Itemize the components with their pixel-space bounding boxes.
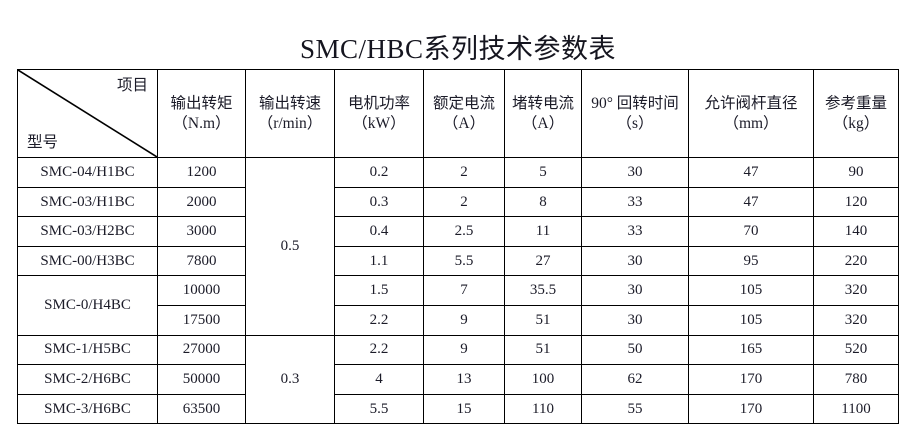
- cell-model: SMC-2/H6BC: [17, 364, 158, 395]
- table-row: SMC-2/H6BC 50000 4 13 100 62 170 780: [17, 364, 899, 395]
- cell-power: 4: [334, 364, 424, 395]
- cell-model: SMC-1/H5BC: [17, 334, 158, 366]
- cell-stall-current: 51: [504, 304, 582, 336]
- cell-model: SMC-0/H4BC: [17, 275, 158, 336]
- cell-model: SMC-00/H3BC: [17, 245, 158, 277]
- cell-stem-diameter: 95: [688, 245, 814, 277]
- cell-rated-current: 13: [423, 364, 505, 395]
- cell-rotation-time: 62: [581, 364, 689, 395]
- cell-weight: 520: [813, 334, 899, 366]
- cell-rotation-time: 30: [581, 304, 689, 336]
- table-row: SMC-03/H2BC 3000 0.4 2.5 11 33 70 140: [17, 216, 899, 247]
- cell-stall-current: 100: [504, 364, 582, 395]
- header-row: 项目 型号 输出转矩 （N.m） 输出转速 （r/min） 电机功率: [17, 69, 899, 158]
- cell-speed-group: 0.3: [245, 334, 335, 425]
- cell-rotation-time: 55: [581, 393, 689, 425]
- cell-stall-current: 27: [504, 245, 582, 277]
- table-row: 17500 2.2 9 51 30 105 320: [18, 304, 899, 336]
- spec-table-container: 项目 型号 输出转矩 （N.m） 输出转速 （r/min） 电机功率: [17, 69, 899, 425]
- header-rated-current: 额定电流 （A）: [423, 69, 505, 158]
- cell-speed-group: 0.5: [245, 157, 335, 336]
- header-rotation-time: 90° 回转时间 （s）: [581, 69, 689, 158]
- cell-torque: 63500: [157, 393, 246, 425]
- cell-stall-current: 8: [504, 186, 582, 218]
- cell-stem-diameter: 170: [688, 364, 814, 395]
- page-title: SMC/HBC系列技术参数表: [299, 34, 617, 64]
- table-row: SMC-0/H4BC 10000 1.5 7 35.5 30 105 320: [17, 275, 899, 336]
- cell-weight: 140: [813, 216, 899, 247]
- cell-power: 5.5: [334, 393, 424, 425]
- header-output-torque: 输出转矩 （N.m）: [157, 69, 246, 158]
- cell-stem-diameter: 105: [688, 275, 814, 306]
- cell-model: SMC-3/H6BC: [17, 393, 158, 425]
- cell-rated-current: 9: [423, 304, 505, 336]
- cell-torque: 17500: [157, 304, 246, 336]
- cell-weight: 220: [813, 245, 899, 277]
- cell-torque: 3000: [157, 216, 246, 247]
- table-row: SMC-3/H6BC 63500 5.5 15 110 55 170 1100: [17, 393, 899, 425]
- cell-torque: 2000: [157, 186, 246, 218]
- cell-weight: 90: [813, 157, 899, 188]
- cell-power: 2.2: [334, 304, 424, 336]
- table-row: SMC-00/H3BC 7800 1.1 5.5 27 30 95 220: [17, 245, 899, 277]
- cell-power: 2.2: [334, 334, 424, 366]
- header-reference-weight: 参考重量 （kg）: [813, 69, 899, 158]
- cell-power: 1.5: [334, 275, 424, 306]
- spec-table: 项目 型号 输出转矩 （N.m） 输出转速 （r/min） 电机功率: [17, 69, 899, 425]
- cell-rotation-time: 30: [581, 275, 689, 306]
- table-row: SMC-04/H1BC 1200 0.5 0.2 2 5 30 47 90: [17, 157, 899, 336]
- cell-rated-current: 2: [423, 157, 505, 188]
- cell-model: SMC-04/H1BC: [17, 157, 158, 188]
- cell-model: SMC-03/H1BC: [17, 186, 158, 218]
- cell-stem-diameter: 47: [688, 186, 814, 218]
- cell-power: 0.4: [334, 216, 424, 247]
- cell-stall-current: 11: [504, 216, 582, 247]
- header-stem-diameter: 允许阀杆直径 （mm）: [688, 69, 814, 158]
- cell-rated-current: 5.5: [423, 245, 505, 277]
- cell-rated-current: 9: [423, 334, 505, 366]
- cell-power: 0.2: [334, 157, 424, 188]
- cell-rotation-time: 30: [581, 245, 689, 277]
- cell-weight: 320: [813, 275, 899, 306]
- cell-rated-current: 7: [423, 275, 505, 306]
- corner-model-label: 型号: [27, 133, 59, 151]
- cell-stall-current: 51: [504, 334, 582, 366]
- header-motor-power: 电机功率 （kW）: [334, 69, 424, 158]
- cell-torque: 1200: [157, 157, 246, 188]
- cell-stem-diameter: 170: [688, 393, 814, 425]
- cell-stem-diameter: 47: [688, 157, 814, 188]
- cell-stall-current: 35.5: [504, 275, 582, 306]
- table-row: SMC-03/H1BC 2000 0.3 2 8 33 47 120: [17, 186, 899, 218]
- cell-weight: 120: [813, 186, 899, 218]
- cell-rated-current: 2.5: [423, 216, 505, 247]
- cell-rated-current: 2: [423, 186, 505, 218]
- cell-stem-diameter: 105: [688, 304, 814, 336]
- cell-stall-current: 110: [504, 393, 582, 425]
- cell-stall-current: 5: [504, 157, 582, 188]
- cell-torque: 7800: [157, 245, 246, 277]
- cell-weight: 780: [813, 364, 899, 395]
- cell-model: SMC-03/H2BC: [17, 216, 158, 247]
- cell-power: 0.3: [334, 186, 424, 218]
- cell-rated-current: 15: [423, 393, 505, 425]
- diagonal-divider-icon: [18, 70, 157, 157]
- cell-rotation-time: 50: [581, 334, 689, 366]
- cell-weight: 320: [813, 304, 899, 336]
- cell-torque: 50000: [157, 364, 246, 395]
- cell-power: 1.1: [334, 245, 424, 277]
- header-output-speed: 输出转速 （r/min）: [245, 69, 335, 158]
- cell-rotation-time: 33: [581, 186, 689, 218]
- cell-torque: 10000: [157, 275, 246, 306]
- cell-weight: 1100: [813, 393, 899, 425]
- cell-stem-diameter: 70: [688, 216, 814, 247]
- table-row: SMC-1/H5BC 27000 0.3 2.2 9 51 50 165 520: [17, 334, 899, 425]
- header-stall-current: 堵转电流 （A）: [504, 69, 582, 158]
- cell-rotation-time: 30: [581, 157, 689, 188]
- corner-item-label: 项目: [116, 77, 148, 94]
- corner-header-cell: 项目 型号: [17, 69, 158, 158]
- cell-stem-diameter: 165: [688, 334, 814, 366]
- cell-rotation-time: 33: [581, 216, 689, 247]
- cell-torque: 27000: [157, 334, 246, 366]
